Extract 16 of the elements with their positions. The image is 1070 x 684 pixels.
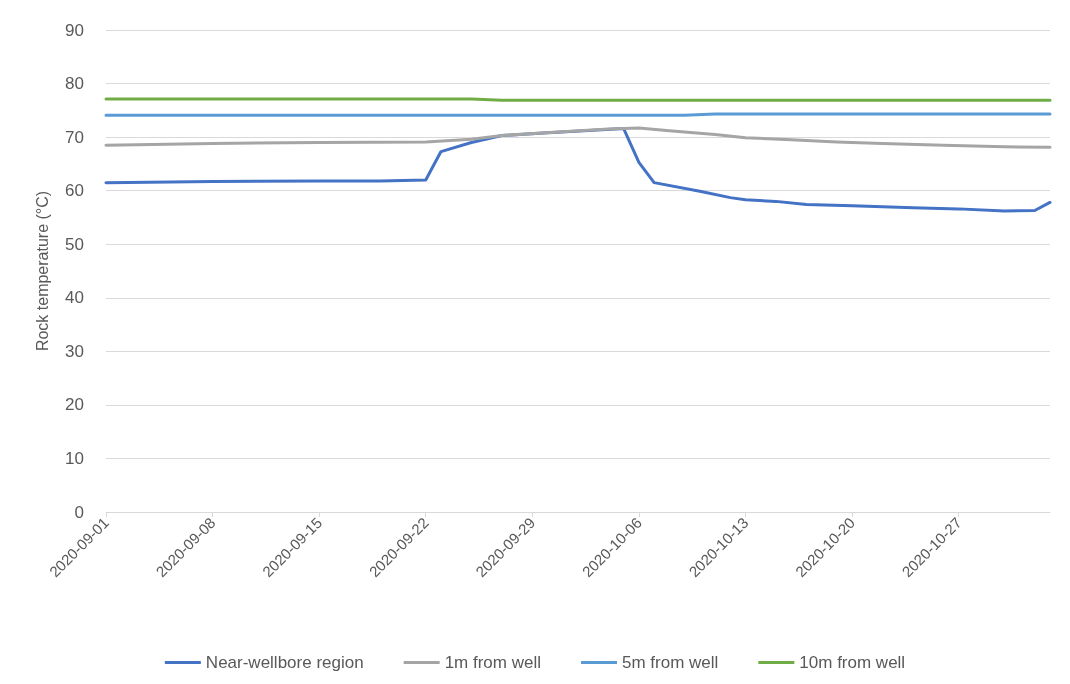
y-tick-label: 60 [65,181,84,201]
legend-label: Near-wellbore region [205,653,364,672]
y-tick-label: 80 [65,74,84,94]
y-tick-label: 50 [65,234,84,254]
line-series [104,126,1052,149]
legend-label: 10m from well [799,653,906,672]
y-axis-title: Rock temperature (°C) [33,190,51,352]
legend-label: 1m from well [444,653,542,672]
y-tick-label: 90 [65,20,84,40]
y-tick-label: 0 [74,502,84,522]
y-tick-label: 40 [65,288,84,308]
legend-label: 5m from well [622,653,719,672]
y-tick-label: 20 [65,395,84,415]
y-tick-label: 10 [65,448,84,468]
y-tick-label: 30 [65,341,84,361]
y-tick-label: 70 [65,127,84,147]
